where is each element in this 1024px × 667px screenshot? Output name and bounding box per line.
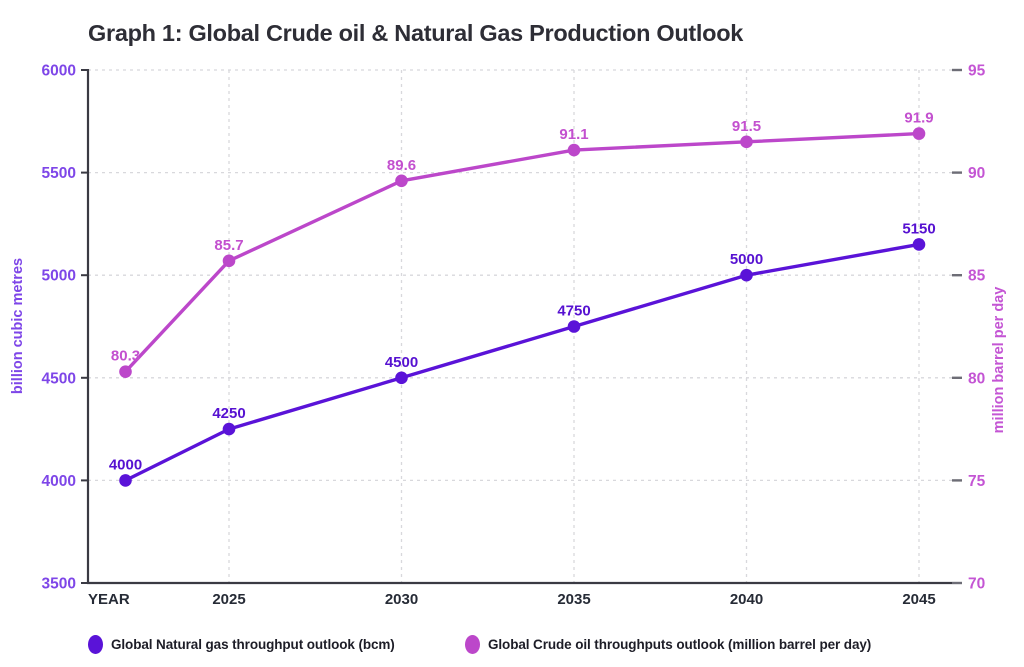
legend-item-crude-oil: Global Crude oil throughputs outlook (mi… bbox=[465, 634, 871, 654]
x-tick-label: 2045 bbox=[902, 591, 935, 608]
data-label: 89.6 bbox=[387, 157, 416, 174]
data-point bbox=[567, 320, 581, 333]
data-point bbox=[740, 135, 753, 149]
right-tick-label: 85 bbox=[968, 268, 986, 285]
left-tick-label: 3500 bbox=[42, 576, 76, 593]
right-tick-label: 75 bbox=[968, 473, 986, 490]
data-point bbox=[567, 143, 581, 157]
left-tick-label: 4500 bbox=[42, 370, 76, 387]
page-title: Graph 1: Global Crude oil & Natural Gas … bbox=[88, 20, 744, 46]
y-axis-right-title: million barrel per day bbox=[991, 286, 1007, 434]
x-tick-label: 2040 bbox=[730, 591, 763, 608]
right-tick-label: 70 bbox=[968, 576, 985, 593]
data-point bbox=[119, 474, 132, 487]
data-label: 4250 bbox=[212, 405, 245, 422]
right-tick-label: 90 bbox=[968, 165, 985, 182]
data-point bbox=[912, 238, 926, 251]
data-label: 91.5 bbox=[732, 118, 761, 135]
data-label: 91.1 bbox=[559, 126, 588, 143]
legend-marker-crude-oil bbox=[465, 634, 480, 654]
data-label: 5150 bbox=[902, 220, 935, 237]
data-point bbox=[222, 254, 236, 268]
legend-item-natural-gas: Global Natural gas throughput outlook (b… bbox=[88, 634, 395, 654]
series-line bbox=[123, 131, 921, 374]
legend-marker-natural-gas bbox=[88, 634, 103, 654]
data-point bbox=[740, 268, 753, 282]
data-label: 91.9 bbox=[904, 110, 933, 127]
x-tick-label: 2035 bbox=[557, 591, 590, 608]
data-point bbox=[912, 127, 926, 140]
data-label: 4500 bbox=[385, 354, 418, 371]
data-label: 85.7 bbox=[214, 237, 243, 254]
right-tick-label: 95 bbox=[968, 63, 986, 80]
legend: Global Natural gas throughput outlook (b… bbox=[0, 634, 1024, 658]
x-tick-label: 2030 bbox=[385, 591, 418, 608]
data-label: 5000 bbox=[730, 251, 763, 268]
y-axis-left-title: billion cubic metres bbox=[10, 257, 26, 395]
data-label: 4000 bbox=[109, 456, 142, 473]
right-tick-label: 80 bbox=[968, 370, 985, 387]
left-tick-label: 4000 bbox=[42, 473, 76, 490]
data-label: 80.3 bbox=[111, 348, 140, 365]
series-line bbox=[123, 242, 921, 483]
left-tick-label: 5500 bbox=[42, 165, 76, 182]
x-tick-label: 2025 bbox=[212, 591, 245, 608]
legend-label-natural-gas: Global Natural gas throughput outlook (b… bbox=[111, 636, 395, 652]
data-point bbox=[222, 422, 236, 436]
left-tick-label: 5000 bbox=[42, 268, 76, 285]
data-label: 4750 bbox=[557, 303, 590, 320]
x-axis-label: YEAR bbox=[88, 591, 130, 608]
left-tick-label: 6000 bbox=[42, 63, 76, 80]
legend-label-crude-oil: Global Crude oil throughputs outlook (mi… bbox=[488, 636, 872, 652]
data-point bbox=[119, 365, 132, 378]
data-point bbox=[395, 371, 408, 385]
data-point bbox=[395, 174, 408, 188]
